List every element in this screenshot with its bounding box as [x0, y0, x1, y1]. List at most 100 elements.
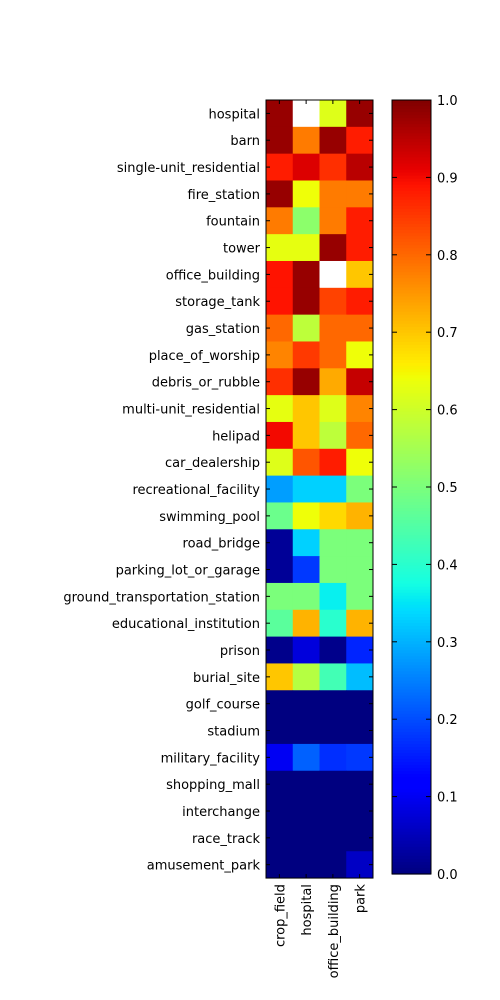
colorbar-segment	[392, 317, 431, 322]
colorbar-segment	[392, 517, 431, 521]
x-tick-label: crop_field	[273, 884, 288, 947]
colorbar-segment	[392, 613, 431, 618]
colorbar-segment	[392, 163, 431, 168]
y-tick-label: parking_lot_or_garage	[116, 564, 260, 579]
colorbar-segment	[392, 493, 431, 497]
colorbar-segment	[392, 629, 431, 633]
colorbar-segment	[392, 145, 431, 149]
y-tick-label: single-unit_residential	[117, 161, 260, 176]
colorbar-segment	[392, 423, 431, 428]
colorbar-segment	[392, 480, 431, 485]
heatmap-cell	[266, 663, 294, 691]
colorbar-segment	[392, 157, 431, 162]
colorbar-segment	[392, 254, 431, 258]
colorbar-segment	[392, 196, 431, 201]
colorbar-segment	[392, 553, 431, 558]
heatmap-cell	[292, 287, 320, 316]
heatmap-cell	[292, 207, 320, 235]
heatmap-cell	[266, 824, 294, 852]
colorbar-segment	[392, 756, 431, 760]
colorbar-segment	[392, 474, 431, 479]
colorbar-segment	[392, 529, 431, 533]
colorbar-segment	[392, 864, 431, 869]
colorbar-segment	[392, 819, 431, 824]
colorbar-segment	[392, 499, 431, 503]
colorbar-segment	[392, 341, 431, 346]
colorbar-segment	[392, 580, 431, 585]
colorbar-segment	[392, 118, 431, 122]
x-tick-label: office_building	[327, 884, 342, 978]
colorbar-segment	[392, 193, 431, 198]
y-tick-label: stadium	[207, 725, 260, 740]
colorbar-segment	[392, 432, 431, 437]
colorbar-segment	[392, 750, 431, 754]
y-tick-label: tower	[223, 242, 261, 257]
heatmap-cell	[319, 797, 347, 825]
colorbar-segment	[392, 831, 431, 836]
colorbar-segment	[392, 390, 431, 394]
colorbar-segment	[392, 502, 431, 506]
colorbar-segment	[392, 701, 431, 706]
y-tick-label: road_bridge	[183, 537, 260, 552]
colorbar-segment	[392, 462, 431, 467]
y-tick-label: debris_or_rubble	[152, 376, 260, 391]
colorbar-segment	[392, 849, 431, 854]
heatmap-cell	[266, 690, 294, 718]
colorbar-segment	[392, 598, 431, 603]
heatmap-cell	[319, 502, 347, 530]
heatmap-cell	[292, 797, 320, 825]
y-tick-label: barn	[230, 134, 260, 149]
y-tick-label: burial_site	[193, 671, 260, 686]
colorbar-segment	[392, 610, 431, 615]
colorbar-segment	[392, 417, 431, 422]
colorbar-segment	[392, 538, 431, 543]
colorbar-segment	[392, 148, 431, 152]
colorbar-segment	[392, 795, 431, 800]
colorbar	[392, 100, 431, 875]
colorbar-tick-label: 0.8	[437, 249, 458, 264]
heatmap-cell	[346, 797, 374, 825]
colorbar-segment	[392, 686, 431, 691]
colorbar-segment	[392, 139, 431, 143]
colorbar-segment	[392, 638, 431, 642]
colorbar-segment	[392, 487, 431, 491]
colorbar-segment	[392, 124, 431, 128]
colorbar-segment	[392, 547, 431, 552]
heatmap-cell	[292, 234, 320, 262]
heatmap-cell	[266, 475, 294, 503]
colorbar-segment	[392, 583, 431, 588]
colorbar-segment	[392, 205, 431, 210]
heatmap-cell	[346, 743, 374, 772]
heatmap-cell	[292, 851, 320, 879]
colorbar-segment	[392, 211, 431, 216]
heatmap-cell	[319, 100, 347, 128]
colorbar-tick-label: 0.3	[437, 636, 458, 651]
heatmap-cell	[319, 368, 347, 396]
heatmap-cell	[346, 663, 374, 691]
colorbar-segment	[392, 731, 431, 736]
colorbar-segment	[392, 626, 431, 630]
colorbar-segment	[392, 855, 431, 860]
heatmap-cell	[319, 636, 347, 664]
colorbar-segment	[392, 804, 431, 809]
heatmap-cell	[319, 743, 347, 772]
colorbar-segment	[392, 792, 431, 796]
colorbar-segment	[392, 160, 431, 165]
heatmap-cell	[319, 395, 347, 423]
heatmap-cell	[292, 341, 320, 369]
y-tick-label: military_facility	[161, 751, 261, 766]
colorbar-segment	[392, 363, 431, 367]
colorbar-segment	[392, 740, 431, 745]
colorbar-segment	[392, 311, 431, 316]
colorbar-segment	[392, 281, 431, 286]
heatmap-cell	[266, 395, 294, 423]
heatmap-cell	[266, 207, 294, 235]
colorbar-segment	[392, 589, 431, 594]
colorbar-segment	[392, 260, 431, 264]
heatmap-cell	[346, 636, 374, 664]
heatmap-cell	[346, 824, 374, 852]
heatmap-cell	[292, 824, 320, 852]
heatmap-cell	[346, 609, 374, 637]
colorbar-segment	[392, 656, 431, 660]
